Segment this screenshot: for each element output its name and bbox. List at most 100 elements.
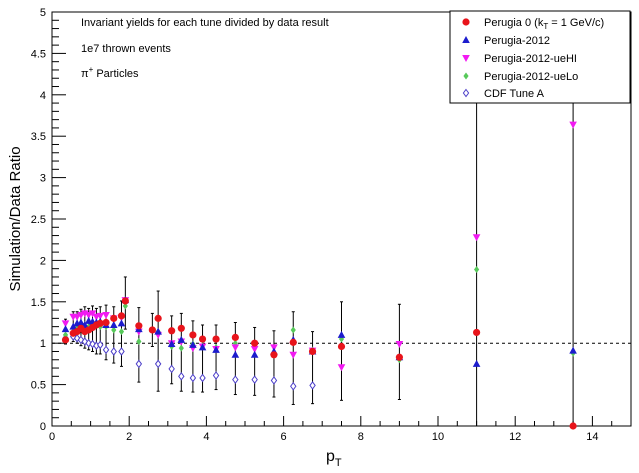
- data-point: [73, 313, 81, 321]
- data-point: [177, 324, 185, 332]
- data-point: [135, 359, 143, 369]
- data-point: [121, 297, 129, 305]
- legend: Perugia 0 (kT = 1 GeV/c) Perugia-2012 Pe…: [449, 10, 631, 104]
- y-tick-label: 2: [40, 255, 46, 267]
- legend-label-perugia0-name: Perugia 0: [484, 17, 531, 29]
- y-tick-label: 3: [40, 173, 46, 185]
- x-axis-ticks: 0 2 4 6 8 10 12 14: [49, 416, 632, 443]
- annotation-particles: π+ Particles: [81, 65, 139, 80]
- legend-marker: [462, 88, 470, 98]
- y-tick-label: 4: [40, 90, 46, 102]
- y-axis-ticks: 0 0.5 1 1.5 2 2.5 3 3.5 4 4.5 5: [31, 7, 66, 433]
- data-point: [569, 422, 577, 430]
- y-axis-title: Simulation/Data Ratio: [7, 146, 24, 291]
- data-point: [198, 343, 207, 351]
- data-point: [250, 345, 259, 353]
- data-point: [102, 345, 110, 355]
- data-point: [117, 319, 126, 327]
- x-tick-label: 6: [281, 431, 287, 443]
- data-point: [154, 327, 162, 335]
- data-point: [154, 314, 162, 322]
- data-point: [61, 336, 70, 344]
- annotation-events: 1e7 thrown events: [81, 43, 171, 55]
- data-point: [178, 371, 185, 381]
- data-point: [395, 353, 403, 361]
- data-point: [110, 314, 118, 322]
- y-tick-label: 3.5: [31, 131, 46, 143]
- legend-marker: [463, 72, 469, 80]
- data-point: [189, 340, 197, 348]
- x-axis-title: pT: [326, 448, 342, 469]
- data-point: [290, 326, 296, 334]
- legend-label-cdf-tune-a: CDF Tune A: [484, 88, 545, 100]
- data-point: [102, 312, 110, 320]
- y-tick-label: 5: [40, 7, 46, 19]
- data-point: [199, 373, 206, 383]
- data-point: [289, 351, 298, 359]
- data-point: [198, 335, 207, 343]
- y-tick-label: 1: [40, 338, 46, 350]
- data-point: [212, 371, 220, 380]
- data-point: [61, 320, 70, 328]
- plot-area: 0 2 4 6 8 10 12 14 0 0.5 1 1.5 2 2.5 3 3.5 4 4.5 5: [31, 7, 632, 443]
- data-point: [77, 312, 85, 320]
- data-point: [337, 364, 346, 372]
- data-point: [111, 326, 117, 334]
- data-point: [270, 376, 278, 385]
- data-point: [569, 346, 577, 354]
- data-point: [167, 340, 176, 348]
- data-point: [212, 335, 220, 343]
- data-point: [96, 319, 104, 327]
- data-markers: [61, 121, 577, 430]
- legend-label-perugia2012-uelo: Perugia-2012-ueLo: [484, 71, 578, 83]
- data-point: [473, 328, 481, 337]
- data-point: [395, 341, 404, 349]
- x-tick-label: 14: [586, 431, 598, 443]
- data-point: [251, 375, 258, 384]
- x-tick-label: 0: [49, 431, 55, 443]
- y-tick-label: 2.5: [31, 214, 46, 226]
- data-point: [231, 344, 240, 352]
- data-point: [569, 121, 577, 129]
- legend-label-perugia0-open: (k: [531, 17, 544, 29]
- data-point: [337, 342, 346, 351]
- data-point: [85, 338, 92, 348]
- data-point: [178, 344, 184, 352]
- data-point: [148, 326, 156, 334]
- y-tick-label: 0: [40, 421, 46, 433]
- data-point: [309, 381, 316, 390]
- data-point: [154, 359, 162, 369]
- annotation-particle-symbol: π: [81, 68, 89, 80]
- x-tick-label: 2: [126, 431, 132, 443]
- legend-marker: [462, 18, 470, 26]
- data-point: [337, 330, 346, 338]
- y-tick-label: 1.5: [31, 297, 46, 309]
- legend-label-perugia0-sub: T: [543, 22, 548, 31]
- data-point: [472, 359, 481, 367]
- data-point: [118, 347, 125, 356]
- data-point: [77, 318, 85, 326]
- x-axis-title-sub: T: [335, 457, 342, 469]
- data-point: [270, 351, 278, 359]
- data-point: [168, 364, 175, 374]
- data-point: [88, 310, 97, 318]
- data-point: [69, 322, 78, 330]
- annotation-particle-word: Particles: [93, 68, 139, 80]
- data-point: [308, 347, 317, 356]
- annotation-particle-charge: +: [89, 65, 94, 74]
- data-point: [474, 266, 480, 274]
- data-point: [61, 325, 70, 333]
- data-point: [89, 339, 96, 349]
- legend-markers: [462, 18, 470, 98]
- data-point: [472, 234, 481, 242]
- data-point: [84, 312, 93, 320]
- data-point: [231, 350, 240, 358]
- x-tick-label: 10: [432, 431, 444, 443]
- y-tick-label: 0.5: [31, 380, 46, 392]
- legend-label-perugia0: Perugia 0 (kT = 1 GeV/c): [484, 17, 604, 31]
- data-point: [212, 345, 220, 353]
- data-point: [177, 335, 186, 343]
- data-point: [135, 322, 143, 330]
- data-point: [102, 318, 110, 327]
